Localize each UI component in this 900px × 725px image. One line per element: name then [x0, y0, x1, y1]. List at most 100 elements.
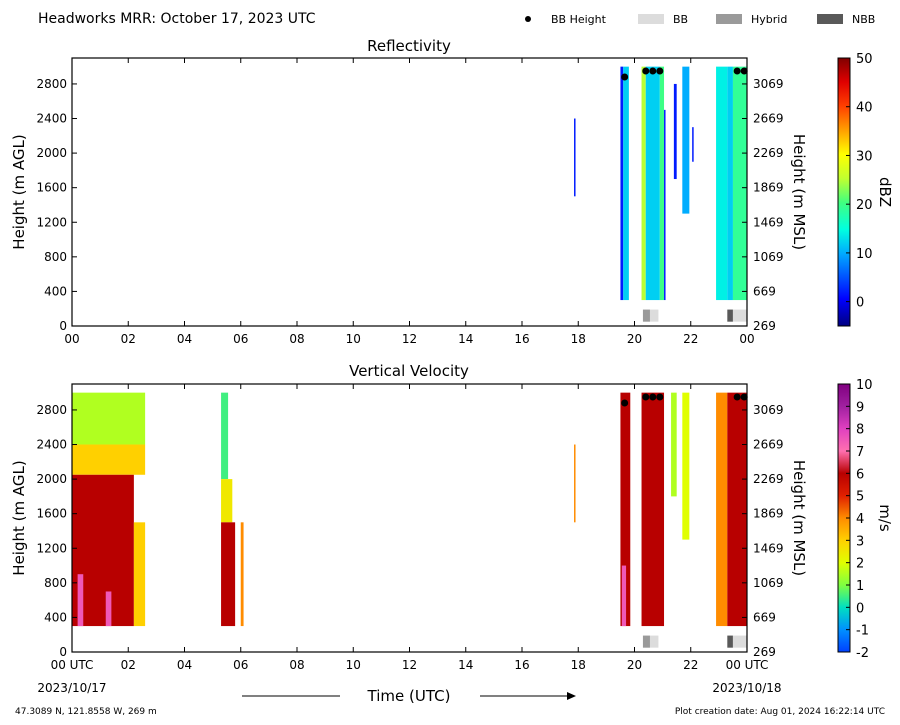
data-cell	[623, 66, 629, 301]
y-tick-label: 400	[44, 610, 67, 624]
bb-height-point	[656, 67, 664, 75]
bb-height-point	[656, 393, 664, 401]
x-tick-label: 16	[514, 332, 529, 346]
x-tick-label: 22	[683, 332, 698, 346]
x-tick-label: 16	[514, 658, 529, 672]
bb-type-nbb-mark	[727, 309, 733, 322]
data-cell	[105, 591, 112, 627]
colorbar-tick-label: -1	[856, 624, 869, 639]
data-cell	[240, 522, 244, 627]
bb-height-point	[740, 393, 748, 401]
colorbar-tick-label: 50	[856, 52, 873, 67]
colorbar-label: dBZ	[876, 177, 894, 207]
bb-height-points	[621, 67, 748, 81]
figure-title: Headworks MRR: October 17, 2023 UTC	[38, 11, 316, 27]
colorbar-tick-label: 20	[856, 198, 873, 213]
y-axis-label-left: Height (m AGL)	[10, 134, 28, 249]
y-tick-label-right: 269	[753, 319, 776, 333]
x-axis-label: Time (UTC)	[367, 687, 451, 705]
data-cell	[620, 392, 631, 627]
data-cell	[72, 444, 146, 475]
y-tick-label-right: 2669	[753, 438, 784, 452]
colorbar-tick-label: 40	[856, 101, 873, 116]
time-arrow-head	[567, 692, 576, 700]
legend-label-bb-height: BB Height	[551, 13, 607, 26]
data-cell	[673, 83, 677, 180]
y-tick-label: 1200	[36, 541, 67, 555]
y-tick-label: 0	[59, 319, 67, 333]
x-tick-label: 00	[64, 332, 79, 346]
data-cell	[574, 118, 576, 197]
colorbar-ticks: -2 -1 0 1 2 3 4 5 6 7 8 9 10	[846, 378, 873, 661]
panel-title: Reflectivity	[367, 37, 451, 55]
x-tick-label: 06	[233, 332, 248, 346]
y-axis-left: 0 400 800 1200 1600 2000 2400 2800	[36, 403, 77, 659]
y-tick-label: 2400	[36, 112, 67, 126]
bb-type-bb-mark	[732, 635, 747, 648]
y-axis-label-right: Height (m MSL)	[790, 134, 808, 250]
bb-height-point	[740, 67, 748, 75]
x-tick-label: 00 UTC	[51, 658, 94, 672]
data-cell	[72, 392, 146, 445]
x-tick-label: 20	[627, 332, 642, 346]
bb-height-point	[621, 73, 629, 81]
colorbar-tick-label: 6	[856, 467, 864, 482]
data-layer	[574, 66, 747, 301]
data-cell	[727, 392, 747, 627]
legend-label-nbb: NBB	[852, 13, 875, 26]
bb-type-bb-mark	[732, 309, 747, 322]
x-axis: 00 UTC 02 04 06 08 10 12 14 16 18 20 22 00 UTC	[51, 384, 768, 672]
colorbar-ticks: 0 10 20 30 40 50	[846, 52, 873, 311]
figure-legend: BB Height BB Hybrid NBB	[525, 13, 875, 26]
x-tick-label: 12	[402, 658, 417, 672]
x-tick-label: 08	[289, 658, 304, 672]
y-tick-label: 800	[44, 250, 67, 264]
y-tick-label: 2800	[36, 77, 67, 91]
bb-height-point	[649, 67, 657, 75]
data-cell	[716, 392, 728, 627]
x-tick-label: 04	[177, 658, 192, 672]
data-cell	[77, 574, 84, 627]
x-tick-label: 18	[571, 658, 586, 672]
y-tick-label: 1600	[36, 507, 67, 521]
data-cell	[645, 66, 660, 301]
vertical-velocity-panel: Vertical Velocity 00 UTC 02 04 06 08 10 12 14 16…	[10, 362, 894, 672]
y-tick-label-right: 3069	[753, 77, 784, 91]
x-tick-label: 00	[739, 332, 754, 346]
colorbar-tick-label: 3	[856, 534, 864, 549]
bb-height-point	[642, 67, 650, 75]
colorbar-tick-label: 1	[856, 579, 864, 594]
y-tick-label-right: 1869	[753, 181, 784, 195]
y-tick-label-right: 1469	[753, 541, 784, 555]
start-date: 2023/10/17	[37, 681, 106, 695]
data-cell	[716, 66, 728, 301]
bb-height-points	[621, 393, 748, 407]
data-cell	[682, 66, 690, 214]
y-tick-label: 800	[44, 576, 67, 590]
data-cell	[641, 392, 665, 627]
colorbar-tick-label: 7	[856, 445, 864, 460]
end-date: 2023/10/18	[712, 681, 781, 695]
y-tick-label: 2800	[36, 403, 67, 417]
colorbar-tick-label: 10	[856, 247, 873, 262]
colorbar-tick-label: 9	[856, 400, 864, 415]
y-tick-label: 0	[59, 645, 67, 659]
legend-bb-height-dot	[525, 16, 531, 22]
bb-height-point	[733, 67, 741, 75]
y-tick-label-right: 1069	[753, 250, 784, 264]
data-cell	[659, 66, 665, 301]
data-cell	[692, 127, 694, 162]
panel-title: Vertical Velocity	[349, 362, 469, 380]
y-axis-label-left: Height (m AGL)	[10, 460, 28, 575]
colorbar-tick-label: 5	[856, 490, 864, 505]
legend-swatch-nbb	[817, 14, 843, 24]
data-cell	[641, 66, 646, 301]
data-cell	[732, 66, 747, 301]
bb-type-strip	[642, 635, 747, 648]
x-tick-label: 18	[571, 332, 586, 346]
colorbar-tick-label: 4	[856, 512, 864, 527]
x-tick-label: 22	[683, 658, 698, 672]
y-tick-label-right: 1469	[753, 215, 784, 229]
data-cell	[621, 565, 627, 627]
